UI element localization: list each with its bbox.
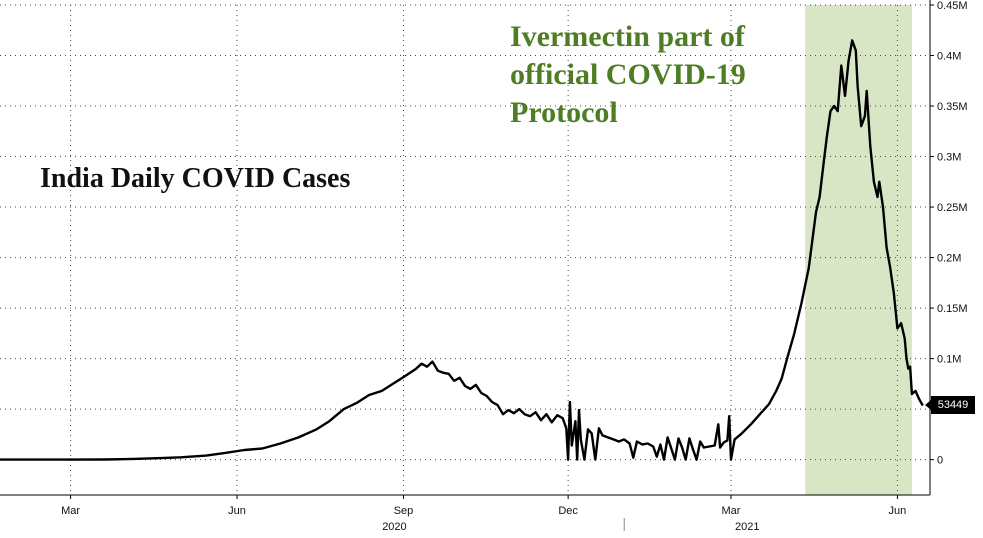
y-tick-label: 0 (937, 455, 943, 467)
highlight-band (805, 5, 912, 495)
x-tick-label: Jun (228, 505, 246, 517)
chart-title: India Daily COVID Cases (40, 163, 351, 194)
year-label: 2020 (382, 521, 406, 533)
y-tick-label: 0.3M (937, 152, 961, 164)
x-tick-label: Jun (889, 505, 907, 517)
x-tick-label: Mar (721, 505, 740, 517)
series-line (0, 39, 924, 461)
y-tick-label: 0.4M (937, 51, 961, 63)
y-tick-label: 0.25M (937, 202, 968, 214)
annotation-text: Ivermectin part of official COVID-19 Pro… (510, 18, 746, 132)
last-value-badge: 53449 (925, 396, 975, 414)
y-tick-label: 0.2M (937, 253, 961, 265)
y-tick-label: 0.35M (937, 101, 968, 113)
y-tick-label: 0.45M (937, 0, 968, 12)
annotation-line-1: Ivermectin part of (510, 20, 745, 53)
y-tick-label: 0.15M (937, 303, 968, 315)
y-tick-label: 0.1M (937, 354, 961, 366)
x-tick-label: Sep (394, 505, 414, 517)
annotation-line-2: official COVID-19 (510, 58, 746, 91)
x-tick-label: Dec (558, 505, 578, 517)
x-tick-label: Mar (61, 505, 80, 517)
annotation-line-3: Protocol (510, 96, 618, 129)
year-label: 2021 (735, 521, 759, 533)
